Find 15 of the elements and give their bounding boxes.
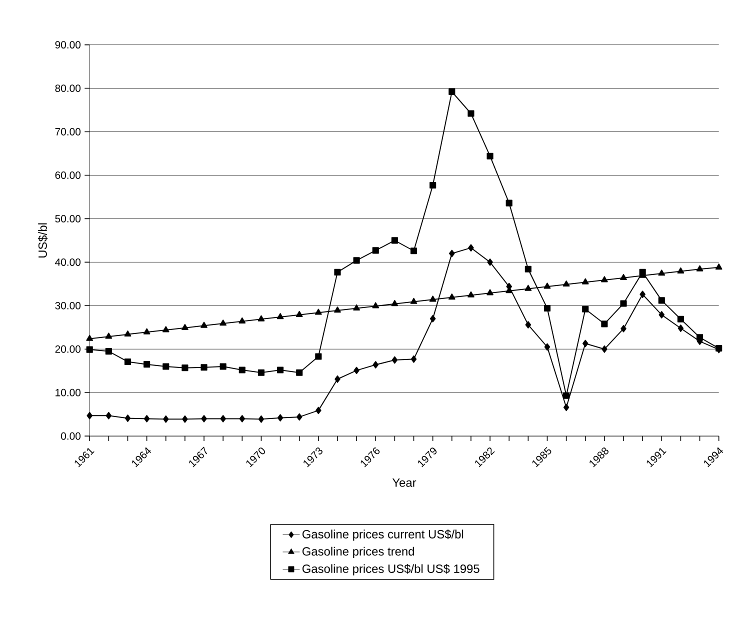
legend-label: Gasoline prices US$/bl US$ 1995	[302, 564, 480, 576]
y-tick-label: 70.00	[55, 128, 81, 136]
y-tick-label: 20.00	[55, 345, 81, 353]
y-tick-label: 90.00	[55, 40, 81, 48]
x-axis-title: Year	[392, 478, 416, 487]
y-axis-title: US$/bl	[38, 223, 48, 258]
y-tick-label: 80.00	[55, 84, 81, 92]
y-tick-label: 10.00	[56, 388, 81, 396]
y-tick-label: 50.00	[55, 214, 81, 222]
y-tick-label: 30.00	[55, 302, 81, 310]
legend-label: Gasoline prices current US$/bl	[302, 529, 464, 541]
y-tick-label: 40.00	[55, 258, 81, 266]
y-tick-label: 60.00	[55, 171, 81, 179]
y-tick-label: 0.00	[61, 432, 81, 440]
legend-label: Gasoline prices trend	[302, 546, 414, 558]
